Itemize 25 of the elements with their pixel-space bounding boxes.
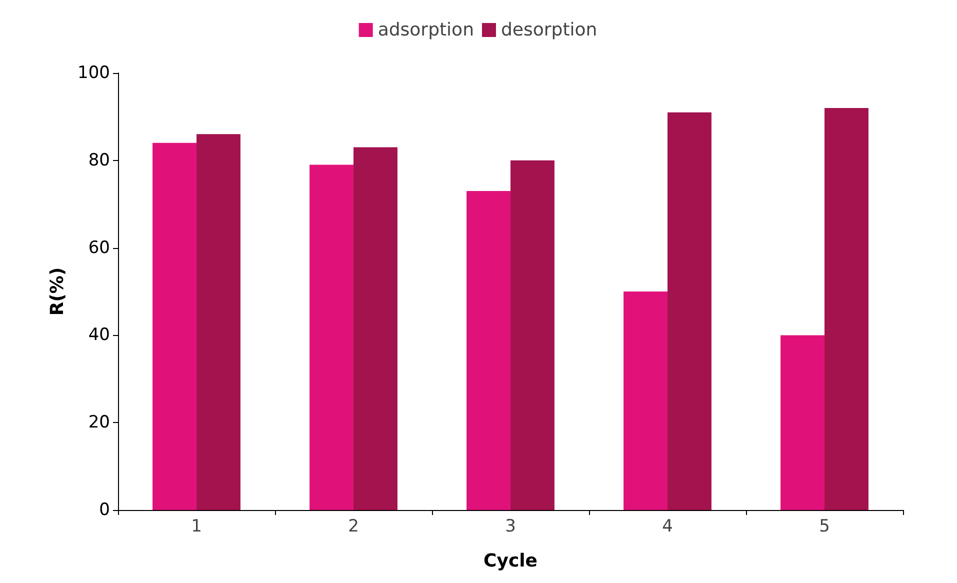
bar bbox=[824, 108, 868, 510]
y-tick-label: 20 bbox=[88, 412, 110, 433]
bar bbox=[668, 112, 712, 510]
y-tick-label: 60 bbox=[88, 238, 110, 258]
x-tick-label: 4 bbox=[662, 516, 673, 536]
x-tick-label: 3 bbox=[505, 516, 516, 536]
bar bbox=[152, 142, 196, 510]
bar bbox=[466, 190, 510, 510]
bar bbox=[624, 292, 668, 510]
y-tick-label: 100 bbox=[78, 63, 110, 83]
x-axis-title: Cycle bbox=[484, 550, 538, 572]
bar bbox=[354, 147, 398, 510]
x-tick-label: 2 bbox=[348, 516, 359, 536]
bar bbox=[780, 335, 824, 510]
y-tick-label: 40 bbox=[88, 325, 110, 346]
y-axis-title: R(%) bbox=[47, 267, 68, 316]
bar bbox=[310, 164, 354, 510]
bar bbox=[196, 134, 240, 510]
y-tick-label: 80 bbox=[88, 150, 110, 170]
x-tick-label: 1 bbox=[191, 516, 202, 536]
bar bbox=[510, 160, 554, 510]
legend-label: adsorption bbox=[378, 20, 474, 40]
legend-label: desorption bbox=[500, 20, 598, 40]
x-tick-label: 5 bbox=[819, 516, 830, 536]
y-tick-label: 0 bbox=[99, 500, 110, 520]
